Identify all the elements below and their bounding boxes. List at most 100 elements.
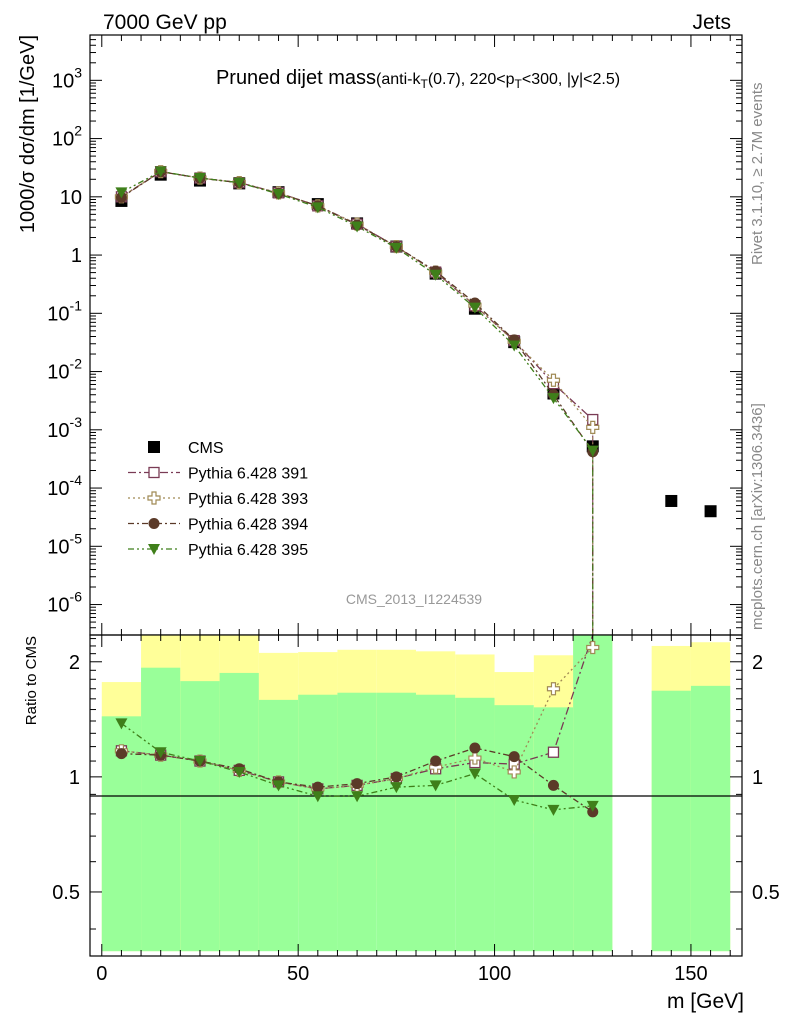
ratio-data-point bbox=[429, 780, 442, 792]
main-data-point bbox=[546, 373, 561, 387]
ratio-data-point bbox=[508, 751, 520, 763]
x-tick-label: 150 bbox=[674, 963, 707, 985]
ratio-band-green bbox=[533, 707, 574, 952]
main-data-point bbox=[586, 420, 600, 434]
legend-marker bbox=[147, 491, 161, 505]
ratio-band-green bbox=[376, 692, 416, 952]
watermark: CMS_2013_I1224539 bbox=[346, 591, 482, 607]
main-data-point bbox=[429, 269, 442, 281]
ratio-data-point bbox=[390, 782, 403, 794]
ratio-data-point bbox=[233, 766, 246, 778]
main-y-tick-label: 10-1 bbox=[47, 297, 82, 325]
main-y-tick-label: 10-5 bbox=[47, 530, 82, 558]
ratio-band-green bbox=[651, 690, 691, 952]
ratio-y-tick-label-right: 0.5 bbox=[752, 882, 780, 904]
main-y-tick-label: 10-6 bbox=[47, 589, 82, 617]
ratio-band-green bbox=[298, 694, 338, 952]
ratio-axes: 0.5 0.5 1 1 2 2 0 50 100 150 bbox=[52, 635, 780, 985]
ratio-band-green bbox=[258, 699, 299, 952]
main-y-tick-label: 10-4 bbox=[47, 472, 82, 500]
x-axis-label: m [GeV] bbox=[667, 990, 744, 1013]
side-label-rivet: Rivet 3.1.10, ≥ 2.7M events bbox=[749, 83, 766, 266]
ratio-data-point bbox=[468, 751, 482, 765]
legend-label: Pythia 6.428 391 bbox=[188, 466, 308, 483]
ratio-data-point bbox=[115, 748, 127, 760]
ratio-y-tick-label: 2 bbox=[69, 652, 80, 674]
legend-label: CMS bbox=[188, 440, 224, 457]
main-y-tick-label: 10-2 bbox=[47, 356, 82, 384]
main-data-point bbox=[193, 173, 206, 185]
main-series-line bbox=[121, 171, 594, 453]
ratio-band-green bbox=[180, 681, 220, 952]
ratio-band-green bbox=[337, 692, 377, 952]
ratio-data-point bbox=[507, 765, 521, 779]
main-data-point bbox=[272, 188, 285, 200]
ratio-data-point bbox=[508, 794, 521, 806]
main-data-point bbox=[665, 494, 678, 507]
ratio-data-point bbox=[586, 800, 599, 812]
main-data-point bbox=[586, 445, 599, 457]
ratio-series bbox=[114, 634, 600, 818]
main-series bbox=[114, 165, 717, 635]
main-data-point bbox=[704, 505, 717, 518]
main-series-line bbox=[121, 171, 594, 428]
ratio-data-point bbox=[351, 791, 364, 803]
main-y-tick-label: 1 bbox=[71, 245, 82, 267]
x-tick-label: 50 bbox=[287, 963, 309, 985]
ratio-data-point bbox=[351, 778, 363, 790]
ratio-band-green bbox=[573, 635, 613, 952]
main-data-point bbox=[233, 177, 246, 189]
main-title-main: Pruned dijet mass bbox=[216, 67, 376, 89]
main-data-point bbox=[311, 202, 324, 214]
ratio-panel: 0.5 0.5 1 1 2 2 0 50 100 150 Ratio to CMS m [GeV] bbox=[23, 634, 780, 1013]
ratio-data-point bbox=[311, 791, 324, 803]
ratio-band-green bbox=[416, 694, 456, 952]
side-label-mcplots: mcplots.cern.ch [arXiv:1306.3436] bbox=[749, 403, 766, 630]
main-y-tick-label: 103 bbox=[52, 64, 82, 92]
x-tick-label: 0 bbox=[96, 963, 107, 985]
x-tick-label: 100 bbox=[478, 963, 511, 985]
legend-marker bbox=[148, 441, 160, 453]
main-y-tick-label: 10-3 bbox=[47, 414, 82, 442]
main-data-point bbox=[390, 242, 403, 254]
main-title-detail: (anti-kT(0.7), 220<pT<300, |y|<2.5) bbox=[376, 71, 620, 91]
ratio-band-green bbox=[690, 685, 731, 952]
main-y-tick-label: 102 bbox=[52, 123, 82, 151]
ratio-y-axis-label: Ratio to CMS bbox=[23, 636, 40, 725]
main-data-point bbox=[468, 302, 481, 314]
main-panel: 10-6 10-5 10-4 10-3 10-2 10-1 1 10 102 103 Pruned… bbox=[17, 34, 743, 636]
ratio-data-point bbox=[154, 747, 167, 759]
legend-marker bbox=[148, 544, 160, 555]
ratio-data-point bbox=[390, 771, 402, 783]
ratio-data-point bbox=[193, 756, 206, 768]
main-data-point bbox=[508, 340, 521, 352]
main-series-line bbox=[121, 170, 594, 451]
legend-label: Pythia 6.428 395 bbox=[188, 542, 308, 559]
main-data-point bbox=[115, 187, 128, 199]
main-y-axis-label: 1000/σ dσ/dm [1/GeV] bbox=[17, 35, 39, 233]
main-title: Pruned dijet mass(anti-kT(0.7), 220<pT<3… bbox=[216, 67, 620, 91]
main-y-tick-label: 10 bbox=[60, 187, 82, 209]
header-right: Jets bbox=[692, 11, 731, 34]
ratio-y-tick-label-right: 1 bbox=[752, 767, 763, 789]
ratio-y-tick-label: 1 bbox=[69, 767, 80, 789]
header-left: 7000 GeV pp bbox=[103, 11, 227, 34]
main-data-point bbox=[547, 393, 560, 405]
ratio-data-point bbox=[547, 779, 559, 791]
ratio-data-point bbox=[547, 746, 560, 758]
ratio-data-point bbox=[430, 755, 442, 767]
legend-label: Pythia 6.428 393 bbox=[188, 491, 308, 508]
ratio-band-green bbox=[219, 672, 259, 952]
ratio-y-tick-label: 0.5 bbox=[52, 882, 80, 904]
ratio-data-point bbox=[546, 682, 561, 696]
ratio-data-point bbox=[547, 804, 560, 816]
legend-marker bbox=[148, 518, 160, 529]
legend: CMS Pythia 6.428 391 Pythia 6.428 393 Pythi… bbox=[128, 440, 308, 559]
ratio-band-green bbox=[494, 705, 534, 952]
ratio-data-point bbox=[586, 640, 600, 655]
ratio-data-point bbox=[587, 806, 599, 818]
ratio-data-point bbox=[312, 781, 324, 793]
legend-marker bbox=[148, 466, 160, 479]
ratio-y-tick-label-right: 2 bbox=[752, 652, 763, 674]
